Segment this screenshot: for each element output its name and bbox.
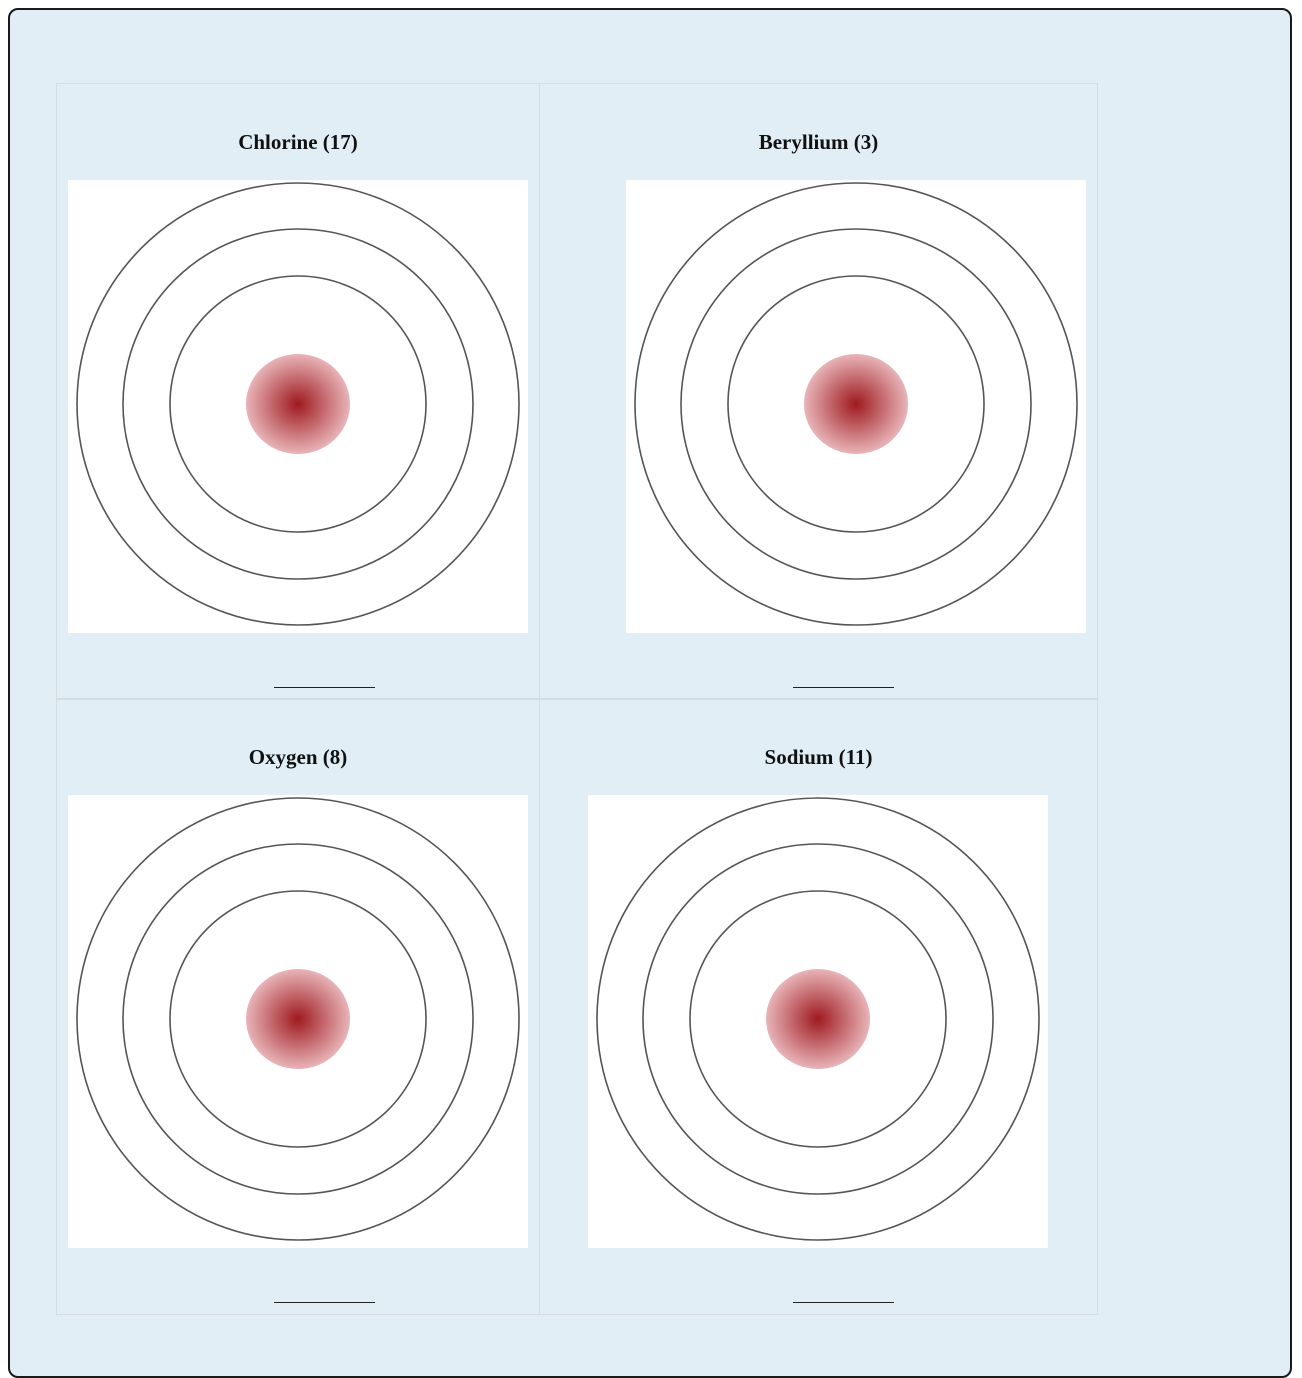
electron-shell-3: [76, 182, 520, 626]
electron-shell-1: [169, 275, 427, 533]
electron-shell-2: [642, 843, 994, 1195]
atom-cell-chlorine: Chlorine (17): [56, 83, 540, 700]
nucleus: [766, 969, 870, 1069]
atom-title: Chlorine (17): [238, 130, 358, 154]
answer-blank-line: [274, 1302, 375, 1303]
atom-cell-sodium: Sodium (11): [539, 698, 1098, 1315]
electron-shell-3: [76, 797, 520, 1241]
nucleus: [246, 354, 350, 454]
bohr-diagram: [68, 180, 528, 633]
atom-title: Sodium (11): [764, 745, 873, 769]
answer-blank-line: [793, 1302, 894, 1303]
electron-shell-2: [680, 228, 1032, 580]
bohr-diagram: [588, 795, 1048, 1248]
answer-blank-line: [274, 687, 375, 688]
atom-title: Beryllium (3): [758, 130, 879, 154]
nucleus: [246, 969, 350, 1069]
electron-shell-1: [689, 890, 947, 1148]
worksheet-panel: Chlorine (17) Beryllium (3) Oxygen (8) S…: [8, 8, 1292, 1378]
atom-cell-beryllium: Beryllium (3): [539, 83, 1098, 700]
electron-shell-2: [122, 228, 474, 580]
electron-shell-2: [122, 843, 474, 1195]
electron-shell-3: [596, 797, 1040, 1241]
bohr-diagram: [626, 180, 1086, 633]
atom-title: Oxygen (8): [248, 745, 348, 769]
answer-blank-line: [793, 687, 894, 688]
electron-shell-1: [727, 275, 985, 533]
atom-cell-oxygen: Oxygen (8): [56, 698, 540, 1315]
atom-grid: Chlorine (17) Beryllium (3) Oxygen (8) S…: [56, 83, 1098, 1315]
bohr-diagram: [68, 795, 528, 1248]
nucleus: [804, 354, 908, 454]
electron-shell-3: [634, 182, 1078, 626]
electron-shell-1: [169, 890, 427, 1148]
